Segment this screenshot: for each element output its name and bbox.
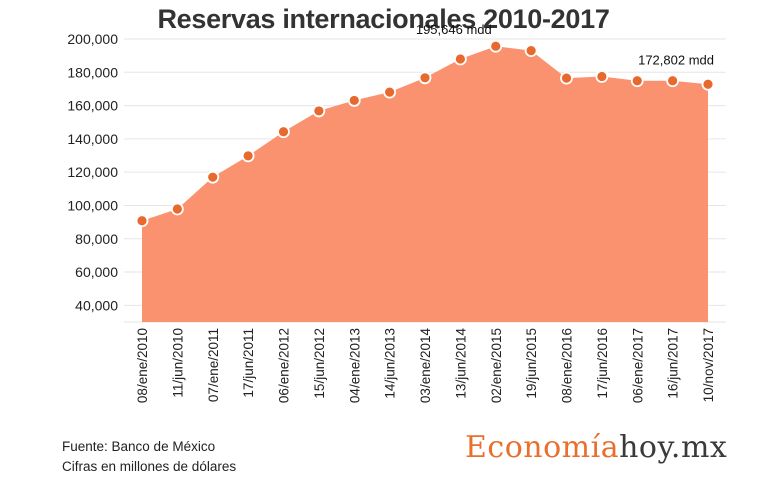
y-tick-label: 120,000 [67, 164, 118, 180]
data-point [596, 71, 607, 82]
y-tick-label: 180,000 [67, 64, 118, 80]
x-tick-label: 16/jun/2017 [666, 328, 681, 399]
brand-logo: Economíahoy.mx [465, 430, 727, 465]
data-point [490, 41, 501, 52]
y-axis-ticks: 40,000 60,000 80,000 100,000 120,000 140,000 1… [67, 31, 118, 313]
area-chart: 40,000 60,000 80,000 100,000 120,000 140,000 1… [0, 0, 767, 430]
x-tick-label: 03/ene/2014 [418, 328, 433, 404]
x-tick-label: 07/ene/2011 [206, 328, 221, 402]
data-point [278, 126, 289, 137]
x-tick-label: 08/ene/2016 [560, 328, 575, 403]
data-point [137, 215, 148, 226]
data-point [632, 75, 643, 86]
data-annotation: 195,646 mdd [416, 22, 492, 37]
x-tick-label: 08/ene/2010 [135, 328, 150, 403]
y-tick-label: 80,000 [75, 231, 118, 247]
data-point [667, 75, 678, 86]
x-tick-label: 14/jun/2013 [383, 328, 398, 399]
y-tick-label: 140,000 [67, 131, 118, 147]
x-tick-label: 13/jun/2014 [453, 328, 468, 399]
x-tick-label: 11/jun/2010 [170, 328, 185, 398]
x-tick-label: 17/jun/2011 [241, 328, 256, 398]
units-note: Cifras en millones de dólares [62, 459, 236, 474]
x-tick-label: 06/ene/2012 [277, 328, 292, 403]
data-point [384, 87, 395, 98]
data-point [207, 172, 218, 183]
x-tick-label: 10/nov/2017 [701, 328, 716, 402]
y-tick-label: 40,000 [75, 297, 118, 313]
area-series [142, 46, 708, 322]
y-tick-label: 60,000 [75, 264, 118, 280]
area-fill [142, 46, 708, 322]
brand-logo-part2: hoy.mx [619, 430, 727, 465]
data-point [349, 95, 360, 106]
data-point [420, 72, 431, 83]
x-tick-label: 15/jun/2012 [312, 328, 327, 399]
data-point [526, 45, 537, 56]
brand-logo-part1: Economía [465, 430, 619, 465]
x-tick-label: 19/jun/2015 [524, 328, 539, 399]
data-point [313, 105, 324, 116]
data-point [703, 79, 714, 90]
y-tick-label: 200,000 [67, 31, 118, 47]
x-tick-label: 06/ene/2017 [630, 328, 645, 403]
data-point [172, 203, 183, 214]
x-tick-label: 17/jun/2016 [595, 328, 610, 399]
x-axis-ticks: 08/ene/2010 11/jun/2010 07/ene/2011 17/jun/… [135, 328, 716, 404]
y-tick-label: 100,000 [67, 197, 118, 213]
data-point [455, 53, 466, 64]
x-tick-label: 02/ene/2015 [489, 328, 504, 403]
data-point [561, 73, 572, 84]
data-annotation: 172,802 mdd [638, 52, 714, 67]
source-note: Fuente: Banco de México [62, 439, 215, 454]
y-tick-label: 160,000 [67, 98, 118, 114]
data-point [243, 150, 254, 161]
x-tick-label: 04/ene/2013 [347, 328, 362, 403]
